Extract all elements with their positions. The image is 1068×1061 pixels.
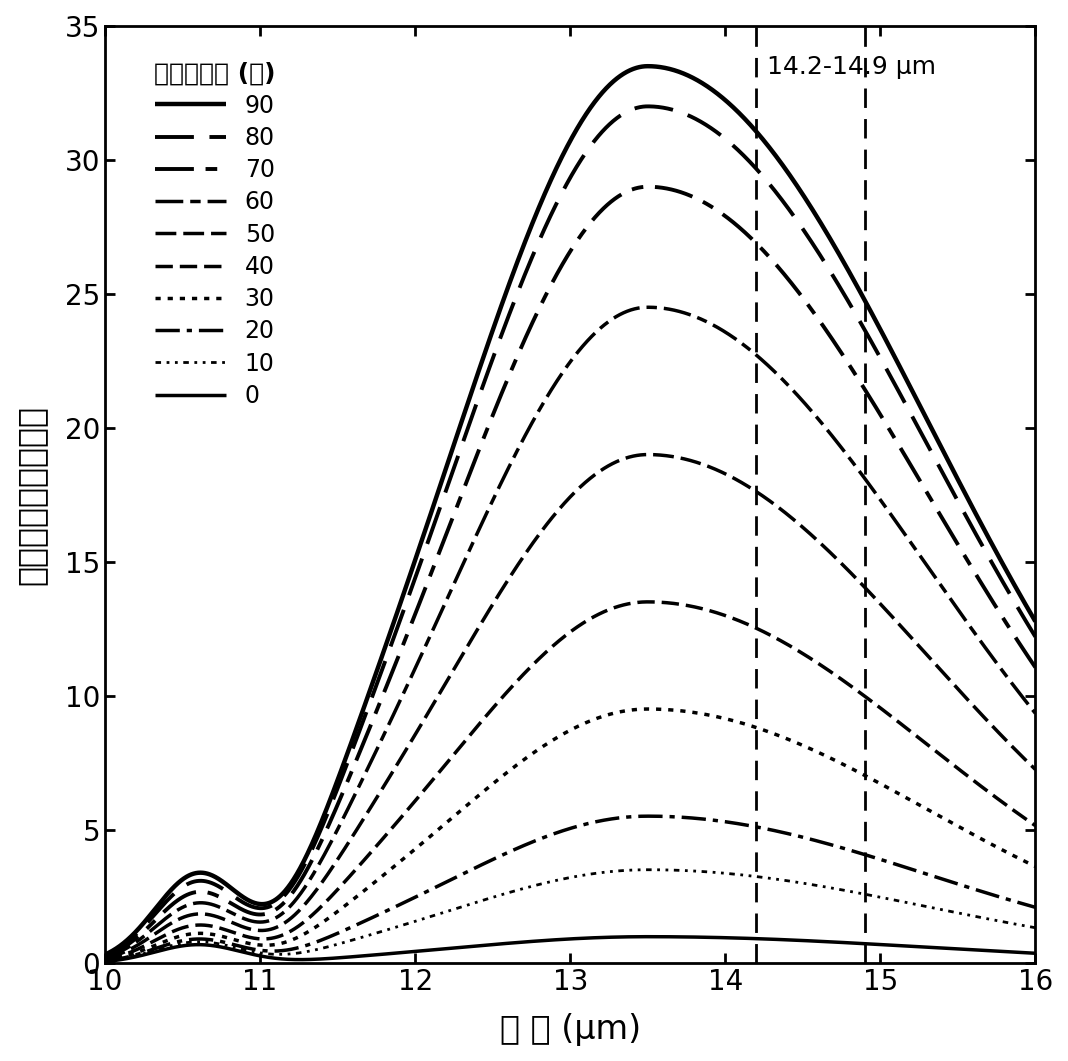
- X-axis label: 波 长 (μm): 波 长 (μm): [500, 1013, 641, 1046]
- Legend: 90, 80, 70, 60, 50, 40, 30, 20, 10, 0: 90, 80, 70, 60, 50, 40, 30, 20, 10, 0: [145, 52, 285, 417]
- Text: 14.2-14.9 μm: 14.2-14.9 μm: [767, 55, 937, 80]
- Y-axis label: 光电流（任意单位）: 光电流（任意单位）: [15, 404, 48, 585]
